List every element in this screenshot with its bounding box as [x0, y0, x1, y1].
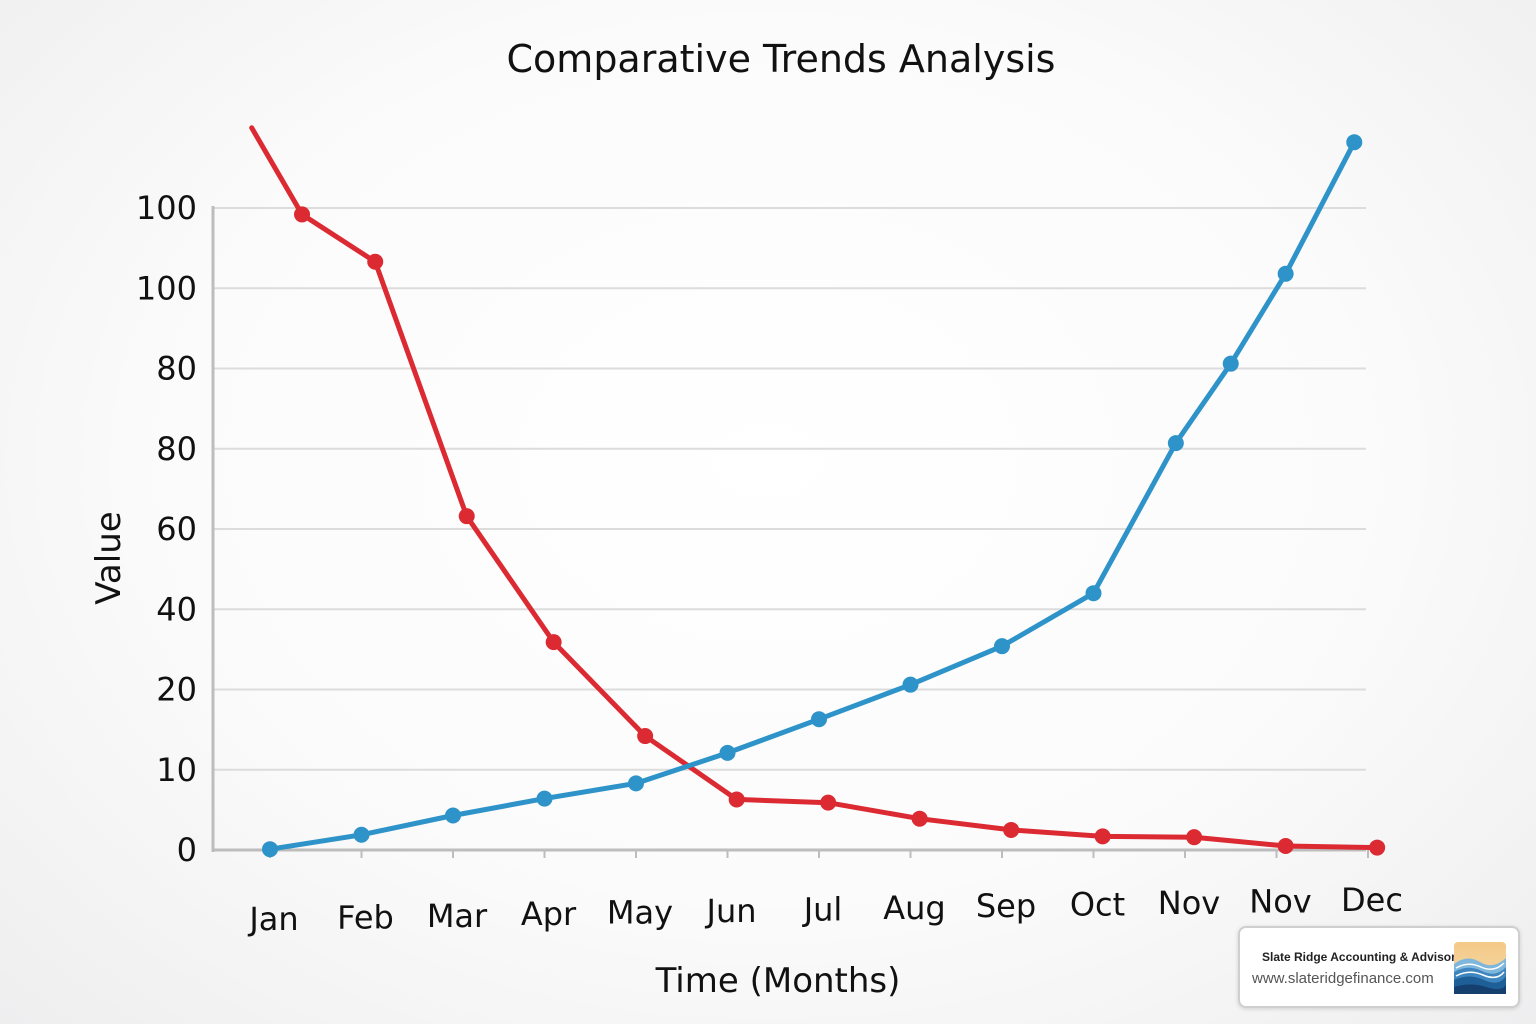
y-tick-label: 80: [156, 430, 197, 468]
x-tick-label: Aug: [883, 889, 945, 927]
x-tick-label: Mar: [427, 897, 488, 935]
data-point: [1167, 435, 1184, 452]
y-tick-label: 40: [156, 590, 197, 628]
data-point: [902, 676, 919, 693]
y-tick-label: 10: [156, 751, 197, 789]
data-point: [367, 253, 384, 270]
x-tick-label: May: [607, 894, 673, 932]
data-point: [445, 807, 461, 824]
y-tick-label: 0: [177, 831, 197, 869]
mountain-waves-logo-icon: [1454, 942, 1506, 994]
series-line: [249, 125, 1380, 851]
data-point: [911, 810, 928, 827]
brand-watermark: Slate Ridge Accounting & Advisory www.sl…: [1238, 926, 1520, 1008]
brand-name: Slate Ridge Accounting & Advisory: [1262, 950, 1463, 964]
grid-lines: [213, 207, 1366, 771]
y-tick-label: 60: [156, 510, 197, 548]
data-point: [1094, 828, 1111, 845]
x-tick-label: Jun: [705, 892, 757, 930]
series-1: [249, 125, 1386, 856]
data-point: [637, 728, 654, 745]
data-point: [458, 508, 475, 525]
data-point: [536, 790, 553, 807]
data-point: [262, 841, 278, 858]
data-point: [1369, 839, 1386, 856]
y-tick-label: 80: [156, 350, 197, 388]
x-axis-label: Time (Months): [655, 961, 901, 1001]
data-point: [820, 794, 837, 811]
y-tick-label: 100: [136, 189, 197, 227]
data-point: [994, 638, 1010, 655]
axes: [211, 206, 1369, 858]
y-tick-label: 20: [156, 671, 197, 709]
data-point: [294, 206, 311, 223]
data-series: [249, 125, 1386, 858]
x-tick-label: Jan: [247, 900, 298, 938]
x-tick-label: Jul: [802, 890, 843, 928]
data-point: [1085, 585, 1102, 602]
y-axis-label: Value: [89, 511, 129, 604]
x-tick-label: Oct: [1070, 886, 1125, 924]
series-line: [267, 139, 1357, 852]
data-point: [811, 711, 827, 728]
data-point: [728, 791, 745, 808]
y-tick-label: 100: [136, 269, 197, 307]
data-point: [353, 826, 370, 843]
x-tick-label: Dec: [1341, 881, 1403, 919]
series-2: [262, 134, 1363, 858]
data-point: [719, 744, 736, 761]
chart-title: Comparative Trends Analysis: [507, 37, 1056, 81]
data-point: [1222, 355, 1239, 372]
data-point: [1003, 821, 1020, 838]
data-point: [628, 775, 644, 792]
data-point: [1277, 265, 1294, 282]
data-point: [1186, 829, 1203, 846]
data-point: [545, 634, 562, 651]
y-tick-labels: 0 10 20 40 60 80 80 100 100: [136, 189, 197, 869]
data-point: [1277, 837, 1294, 854]
x-tick-labels: Jan Feb Mar Apr May Jun Jul Aug Sep Oct Nov Nov Dec: [247, 881, 1403, 938]
x-tick-label: Sep: [976, 887, 1036, 925]
data-point: [1346, 134, 1363, 151]
x-tick-label: Nov: [1158, 884, 1220, 922]
brand-url: www.slateridgefinance.com: [1252, 970, 1434, 987]
x-tick-label: Feb: [337, 898, 394, 936]
x-tick-label: Nov: [1249, 882, 1311, 920]
x-tick-label: Apr: [521, 895, 577, 933]
